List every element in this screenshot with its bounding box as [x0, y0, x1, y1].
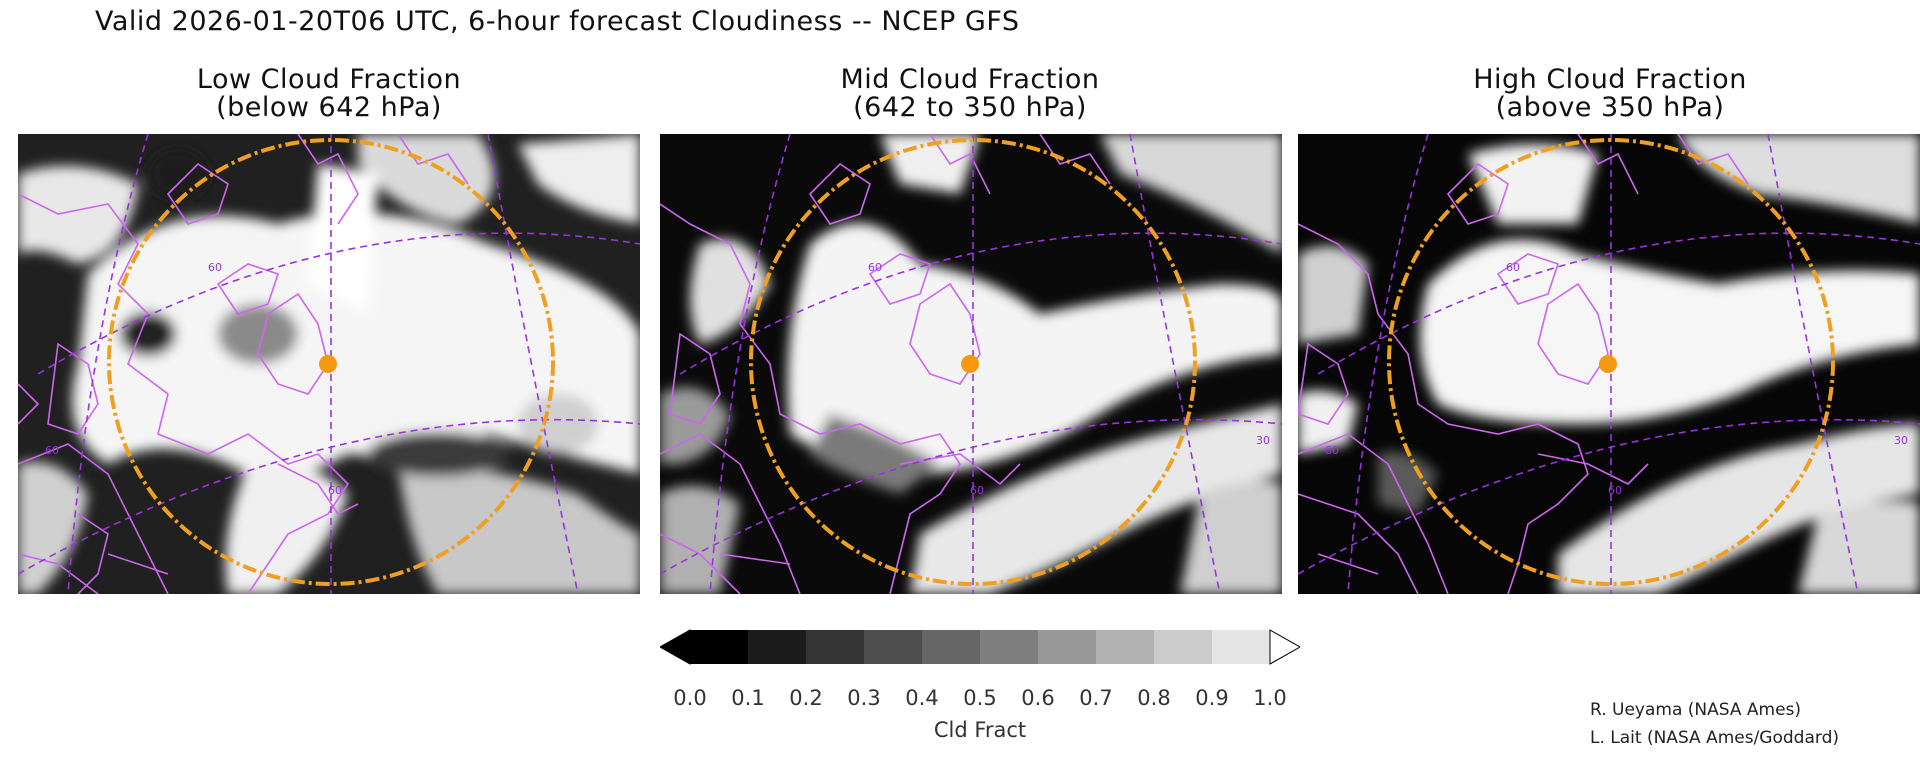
colorbar-tick-label: 1.0 [1253, 686, 1287, 710]
colorbar-tick-label: 0.6 [1021, 686, 1055, 710]
colorbar-bin [748, 630, 806, 664]
colorbar-tick-label: 0.7 [1079, 686, 1113, 710]
colorbar-bin [1212, 630, 1270, 664]
range-ring-low [107, 138, 555, 586]
low-map-lat-label-60: 60 [208, 261, 222, 274]
mid-map-lat-label-30: 30 [1256, 434, 1270, 447]
low-cloud-map: 60 60 60 [18, 134, 640, 594]
mid-map-lat-label-60: 60 [868, 261, 882, 274]
low-map-lat-label-60c: 60 [328, 484, 342, 497]
colorbar-tick-label: 0.5 [963, 686, 997, 710]
colorbar-bin [1096, 630, 1154, 664]
panel-title-high: High Cloud Fraction (above 350 hPa) [1290, 66, 1920, 122]
location-marker-low [319, 355, 337, 373]
colorbar-tick-label: 0.8 [1137, 686, 1171, 710]
colorbar-tick-label: 0.0 [673, 686, 707, 710]
panel-title-mid: Mid Cloud Fraction (642 to 350 hPa) [650, 66, 1290, 122]
colorbar-bin [922, 630, 980, 664]
panel-title-high-subtitle: (above 350 hPa) [1495, 92, 1725, 123]
panel-title-mid-name: Mid Cloud Fraction [840, 64, 1100, 95]
colorbar-tick-labels: 0.0 0.1 0.2 0.3 0.4 0.5 0.6 0.7 0.8 0.9 1.0 [673, 686, 1286, 716]
figure-title: Valid 2026-01-20T06 UTC, 6-hour forecast… [95, 6, 1020, 37]
mid-map-lat-label-60b: 60 [970, 484, 984, 497]
panel-title-low: Low Cloud Fraction (below 642 hPa) [9, 66, 649, 122]
colorbar-bin [980, 630, 1038, 664]
colorbar-over-triangle [1269, 629, 1302, 665]
location-marker-mid [961, 355, 979, 373]
colorbar-bin [864, 630, 922, 664]
low-map-lat-label-60b: 60 [45, 444, 59, 457]
location-marker-high [1599, 355, 1617, 373]
panel-title-low-name: Low Cloud Fraction [196, 64, 462, 95]
colorbar-bin [1154, 630, 1212, 664]
credit-line-2: L. Lait (NASA Ames/Goddard) [1590, 728, 1839, 748]
panel-title-high-name: High Cloud Fraction [1473, 64, 1747, 95]
panel-title-low-subtitle: (below 642 hPa) [216, 92, 442, 123]
colorbar-bin [806, 630, 864, 664]
colorbar-bin [690, 630, 748, 664]
high-map-lat-label-60b: 60 [1325, 444, 1339, 457]
high-map-lat-label-60c: 60 [1608, 484, 1622, 497]
colorbar-tick-label: 0.9 [1195, 686, 1229, 710]
credit-line-1: R. Ueyama (NASA Ames) [1590, 700, 1802, 720]
high-cloud-map: 60 60 60 30 [1298, 134, 1920, 594]
colorbar [658, 622, 1302, 672]
colorbar-tick-label: 0.3 [847, 686, 881, 710]
high-map-lat-label-60: 60 [1506, 261, 1520, 274]
colorbar-tick-label: 0.1 [731, 686, 765, 710]
colorbar-label: Cld Fract [933, 718, 1027, 742]
range-ring-high [1387, 138, 1835, 586]
range-ring-mid [749, 138, 1197, 586]
panel-title-mid-subtitle: (642 to 350 hPa) [853, 92, 1087, 123]
high-map-lat-label-30: 30 [1894, 434, 1908, 447]
colorbar-graphic [658, 629, 1302, 665]
colorbar-bin [1038, 630, 1096, 664]
colorbar-under-triangle [658, 629, 691, 665]
mid-cloud-map: 60 60 30 [660, 134, 1282, 594]
colorbar-tick-label: 0.2 [789, 686, 823, 710]
colorbar-tick-label: 0.4 [905, 686, 939, 710]
